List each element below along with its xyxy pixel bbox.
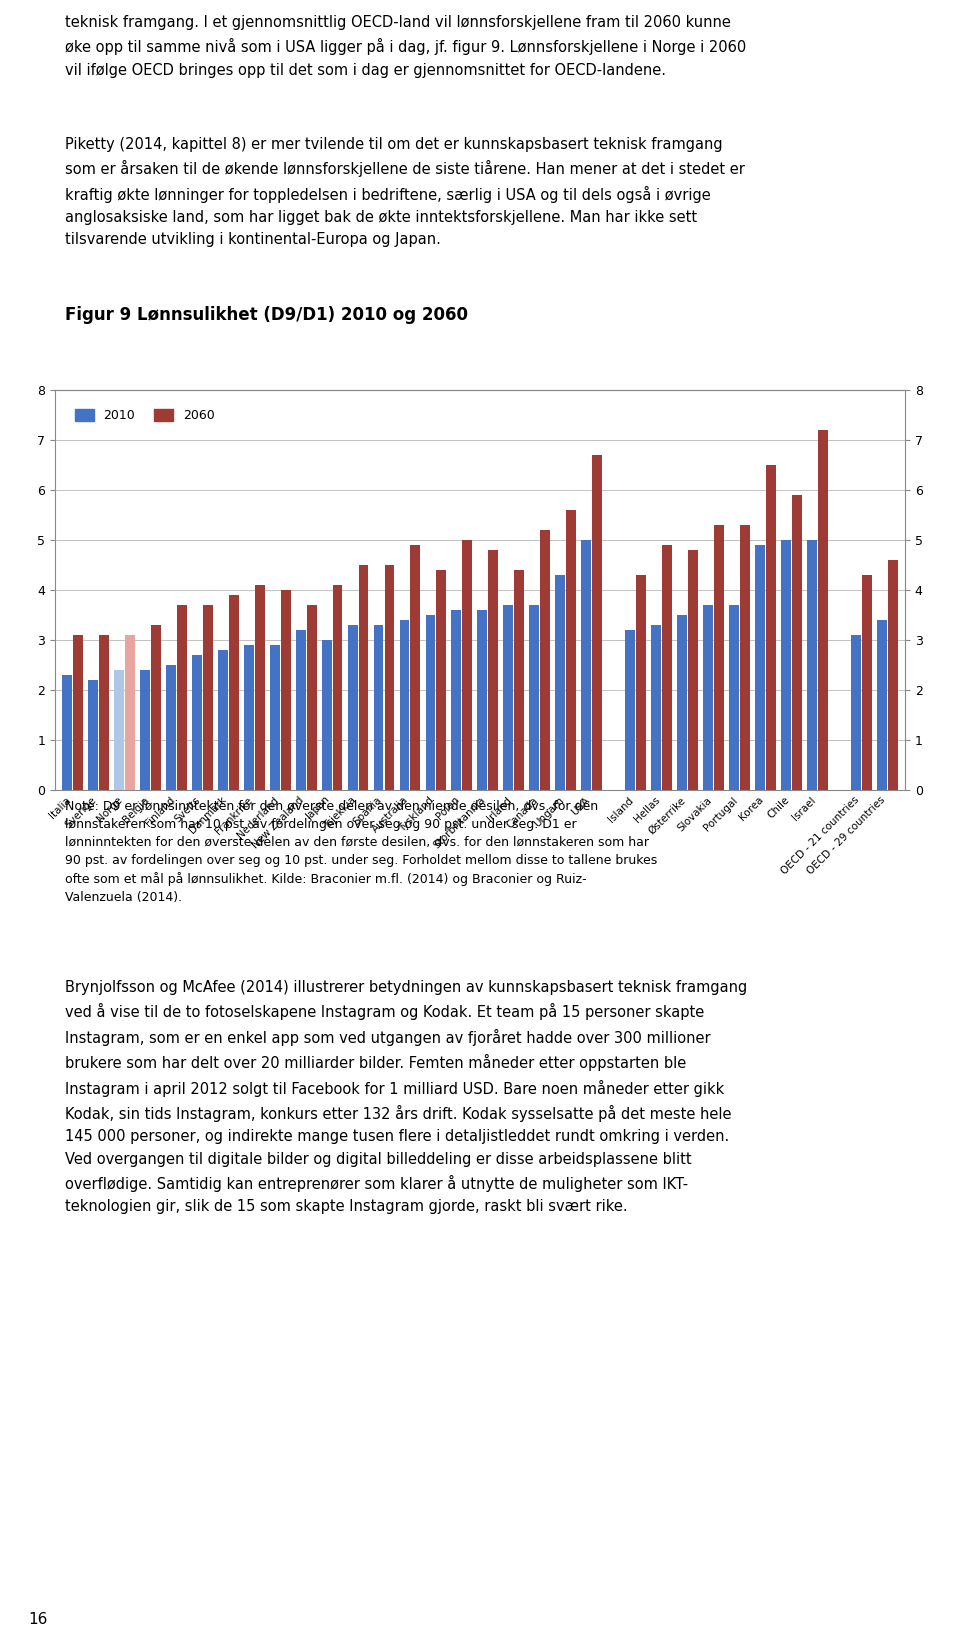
Bar: [477, 610, 488, 791]
Bar: [218, 649, 228, 791]
Bar: [73, 635, 83, 791]
Bar: [555, 575, 565, 791]
Bar: [851, 635, 861, 791]
Bar: [807, 539, 817, 791]
Bar: [322, 640, 331, 791]
Bar: [888, 561, 898, 791]
Bar: [228, 595, 239, 791]
Bar: [203, 605, 213, 791]
Bar: [729, 605, 739, 791]
Text: Note: D9 er lønnsinntekten for den øverste delen av den niende desilen, dvs. for: Note: D9 er lønnsinntekten for den øvers…: [65, 801, 658, 904]
Bar: [348, 625, 357, 791]
Bar: [359, 566, 369, 791]
Bar: [592, 455, 602, 791]
Bar: [862, 575, 872, 791]
Bar: [373, 625, 383, 791]
Bar: [489, 551, 498, 791]
Bar: [755, 546, 765, 791]
Bar: [306, 605, 317, 791]
Bar: [714, 524, 724, 791]
Bar: [581, 539, 591, 791]
Bar: [192, 654, 202, 791]
Bar: [636, 575, 646, 791]
Bar: [451, 610, 462, 791]
Bar: [88, 681, 98, 791]
Bar: [515, 570, 524, 791]
Bar: [411, 546, 420, 791]
Bar: [125, 635, 135, 791]
Bar: [177, 605, 187, 791]
Bar: [437, 570, 446, 791]
Text: Figur 9 Lønnsulikhet (D9/D1) 2010 og 2060: Figur 9 Lønnsulikhet (D9/D1) 2010 og 206…: [65, 306, 468, 324]
Bar: [62, 676, 72, 791]
Bar: [529, 605, 540, 791]
Bar: [463, 539, 472, 791]
Bar: [114, 671, 124, 791]
Text: Piketty (2014, kapittel 8) er mer tvilende til om det er kunnskapsbasert teknisk: Piketty (2014, kapittel 8) er mer tvilen…: [65, 136, 745, 247]
Bar: [99, 635, 109, 791]
Bar: [651, 625, 661, 791]
Bar: [540, 529, 550, 791]
Bar: [270, 644, 279, 791]
Bar: [766, 465, 776, 791]
Bar: [662, 546, 672, 791]
Bar: [166, 666, 176, 791]
Bar: [688, 551, 698, 791]
Bar: [280, 590, 291, 791]
Bar: [151, 625, 161, 791]
Bar: [792, 495, 802, 791]
Bar: [244, 644, 253, 791]
Bar: [740, 524, 750, 791]
Legend: 2010, 2060: 2010, 2060: [70, 404, 220, 427]
Bar: [503, 605, 514, 791]
Bar: [254, 585, 265, 791]
Bar: [677, 615, 687, 791]
Bar: [818, 431, 828, 791]
Bar: [566, 510, 576, 791]
Text: Brynjolfsson og McAfee (2014) illustrerer betydningen av kunnskapsbasert teknisk: Brynjolfsson og McAfee (2014) illustrere…: [65, 980, 747, 1215]
Bar: [781, 539, 791, 791]
Bar: [625, 630, 636, 791]
Bar: [385, 566, 395, 791]
Bar: [140, 671, 150, 791]
Text: teknisk framgang. I et gjennomsnittlig OECD-land vil lønnsforskjellene fram til : teknisk framgang. I et gjennomsnittlig O…: [65, 15, 746, 77]
Bar: [425, 615, 436, 791]
Bar: [399, 620, 409, 791]
Bar: [296, 630, 305, 791]
Bar: [332, 585, 343, 791]
Bar: [703, 605, 713, 791]
Text: 16: 16: [29, 1611, 48, 1628]
Bar: [877, 620, 887, 791]
